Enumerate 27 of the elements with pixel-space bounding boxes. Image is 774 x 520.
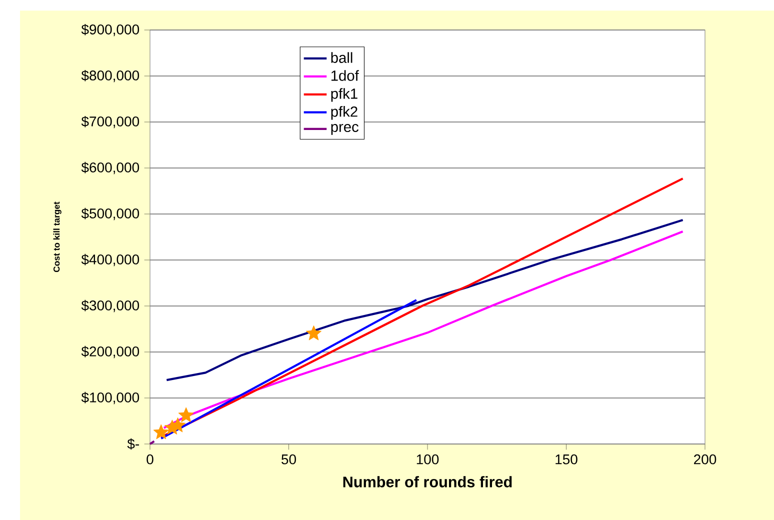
y-tick-label: $500,000 <box>81 208 140 220</box>
x-tick-label: 150 <box>556 454 578 464</box>
x-tick-label: 0 <box>146 454 154 464</box>
x-axis-title: Number of rounds fired <box>343 476 512 488</box>
legend-label: ball <box>331 52 352 63</box>
y-tick-label: $100,000 <box>81 392 140 404</box>
y-tick-label: $- <box>127 438 139 450</box>
y-tick-label: $300,000 <box>81 300 140 312</box>
y-tick-label: $200,000 <box>81 346 140 358</box>
legend-label: prec <box>331 124 358 135</box>
x-tick-label: 50 <box>282 454 296 464</box>
point <box>178 407 194 422</box>
y-tick-label: $600,000 <box>81 162 140 174</box>
point <box>170 417 186 432</box>
y-tick-label: $900,000 <box>81 24 140 36</box>
x-tick-label: 100 <box>416 454 439 464</box>
x-tick-label: 200 <box>694 454 716 464</box>
legend-label: pfk2 <box>331 106 358 120</box>
y-tick-label: $400,000 <box>81 254 140 266</box>
y-axis-title: Cost to kill target <box>53 202 62 272</box>
point <box>153 424 169 440</box>
legend-label: 1dof <box>331 70 359 81</box>
point <box>306 325 322 340</box>
line-series <box>166 218 684 382</box>
y-tick-label: $800,000 <box>81 70 140 82</box>
legend-label: pfk1 <box>331 88 358 102</box>
y-tick-label: $700,000 <box>81 116 140 128</box>
